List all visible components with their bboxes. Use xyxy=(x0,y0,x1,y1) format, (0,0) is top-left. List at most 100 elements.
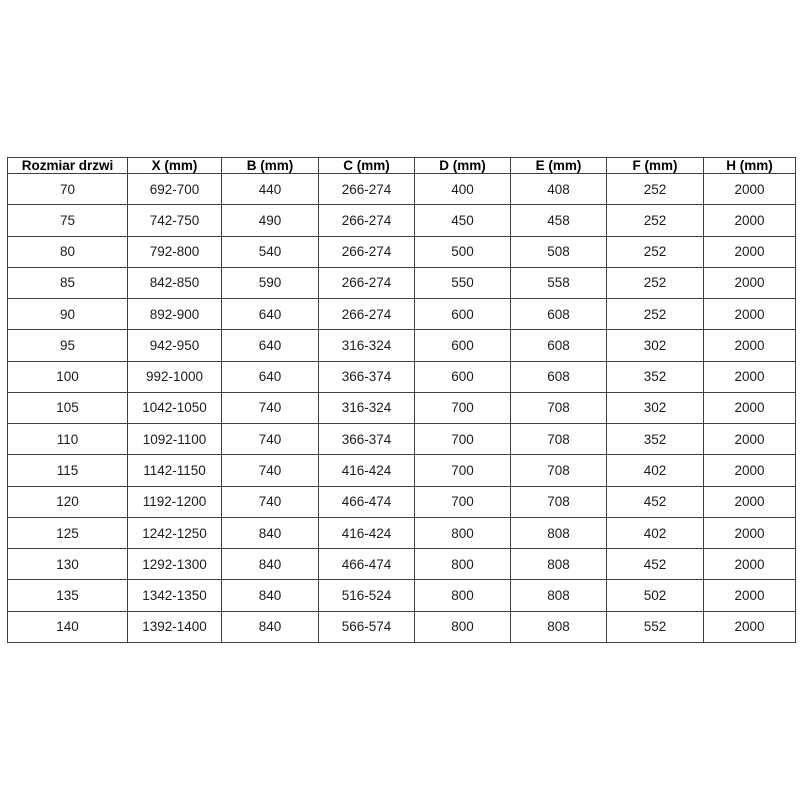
table-cell: 266-274 xyxy=(318,172,415,206)
table-cell: 2000 xyxy=(703,516,796,550)
table-cell: 700 xyxy=(414,485,511,518)
table-cell: 252 xyxy=(606,204,704,237)
table-cell: 2000 xyxy=(703,298,796,331)
table-cell: 135 xyxy=(7,579,128,612)
table-cell: 95 xyxy=(7,329,128,362)
column-header-3: C (mm) xyxy=(318,157,415,174)
table-cell: 2000 xyxy=(703,485,796,518)
column-header-2: B (mm) xyxy=(221,157,319,174)
table-cell: 708 xyxy=(510,454,607,487)
table-cell: 252 xyxy=(606,298,704,331)
table-cell: 452 xyxy=(606,485,704,518)
table-cell: 552 xyxy=(606,610,704,644)
table-cell: 402 xyxy=(606,454,704,487)
table-header: Rozmiar drzwi X (mm) B (mm) C (mm) D (mm) E (… xyxy=(7,157,796,174)
table-row: 100 992-1000 640 366-374 600 608 352 2000 xyxy=(7,360,796,393)
column-header-0: Rozmiar drzwi xyxy=(7,157,128,174)
table-cell: 302 xyxy=(606,329,704,362)
table-cell: 700 xyxy=(414,423,511,456)
column-header-5: E (mm) xyxy=(510,157,607,174)
table-cell: 1142-1150 xyxy=(127,454,222,487)
column-header-1: X (mm) xyxy=(127,157,222,174)
table-row: 70 692-700 440 266-274 400 408 252 2000 xyxy=(7,172,796,206)
table-cell: 1092-1100 xyxy=(127,423,222,456)
table-cell: 352 xyxy=(606,423,704,456)
table-cell: 708 xyxy=(510,423,607,456)
table-cell: 708 xyxy=(510,391,607,425)
table-cell: 366-374 xyxy=(318,423,415,456)
table-cell: 550 xyxy=(414,266,511,300)
table-cell: 540 xyxy=(221,235,319,268)
column-header-6: F (mm) xyxy=(606,157,704,174)
table-body: 70 692-700 440 266-274 400 408 252 2000 75 742-75… xyxy=(7,172,796,644)
table-row: 140 1392-1400 840 566-574 800 808 552 2000 xyxy=(7,610,796,644)
table-row: 120 1192-1200 740 466-474 700 708 452 2000 xyxy=(7,485,796,518)
table-cell: 70 xyxy=(7,172,128,206)
table-cell: 450 xyxy=(414,204,511,237)
table-cell: 840 xyxy=(221,610,319,644)
table-cell: 366-374 xyxy=(318,360,415,393)
table-cell: 840 xyxy=(221,548,319,581)
table-cell: 302 xyxy=(606,391,704,425)
table-cell: 402 xyxy=(606,516,704,550)
table-cell: 100 xyxy=(7,360,128,393)
table-cell: 408 xyxy=(510,172,607,206)
table-row: 95 942-950 640 316-324 600 608 302 2000 xyxy=(7,329,796,362)
table-cell: 740 xyxy=(221,423,319,456)
table-cell: 842-850 xyxy=(127,266,222,300)
table-cell: 2000 xyxy=(703,579,796,612)
table-cell: 490 xyxy=(221,204,319,237)
table-cell: 316-324 xyxy=(318,391,415,425)
table-cell: 1192-1200 xyxy=(127,485,222,518)
table-cell: 2000 xyxy=(703,266,796,300)
table-cell: 466-474 xyxy=(318,548,415,581)
table-cell: 352 xyxy=(606,360,704,393)
table-row: 90 892-900 640 266-274 600 608 252 2000 xyxy=(7,298,796,331)
table-cell: 892-900 xyxy=(127,298,222,331)
table-cell: 840 xyxy=(221,579,319,612)
table-cell: 792-800 xyxy=(127,235,222,268)
table-cell: 1242-1250 xyxy=(127,516,222,550)
table-cell: 2000 xyxy=(703,454,796,487)
table-cell: 400 xyxy=(414,172,511,206)
table-cell: 840 xyxy=(221,516,319,550)
table-row: 130 1292-1300 840 466-474 800 808 452 2000 xyxy=(7,548,796,581)
table-cell: 516-524 xyxy=(318,579,415,612)
table-cell: 85 xyxy=(7,266,128,300)
table-cell: 2000 xyxy=(703,360,796,393)
table-cell: 566-574 xyxy=(318,610,415,644)
table-cell: 266-274 xyxy=(318,298,415,331)
table-cell: 558 xyxy=(510,266,607,300)
table-cell: 800 xyxy=(414,516,511,550)
table-cell: 800 xyxy=(414,610,511,644)
table-cell: 140 xyxy=(7,610,128,644)
table-cell: 740 xyxy=(221,454,319,487)
table-cell: 740 xyxy=(221,391,319,425)
table-cell: 608 xyxy=(510,329,607,362)
table-cell: 416-424 xyxy=(318,454,415,487)
table-cell: 508 xyxy=(510,235,607,268)
table-row: 80 792-800 540 266-274 500 508 252 2000 xyxy=(7,235,796,268)
table-cell: 600 xyxy=(414,360,511,393)
table-cell: 80 xyxy=(7,235,128,268)
table-cell: 692-700 xyxy=(127,172,222,206)
table-cell: 266-274 xyxy=(318,266,415,300)
table-cell: 120 xyxy=(7,485,128,518)
table-cell: 500 xyxy=(414,235,511,268)
table-cell: 2000 xyxy=(703,204,796,237)
table-cell: 458 xyxy=(510,204,607,237)
table-cell: 708 xyxy=(510,485,607,518)
door-size-table: Rozmiar drzwi X (mm) B (mm) C (mm) D (mm) E (… xyxy=(7,157,796,644)
table-cell: 2000 xyxy=(703,329,796,362)
table-cell: 608 xyxy=(510,298,607,331)
table-cell: 2000 xyxy=(703,610,796,644)
table-cell: 700 xyxy=(414,391,511,425)
table-cell: 440 xyxy=(221,172,319,206)
table-cell: 466-474 xyxy=(318,485,415,518)
table-row: 115 1142-1150 740 416-424 700 708 402 2000 xyxy=(7,454,796,487)
table-cell: 640 xyxy=(221,329,319,362)
table-cell: 808 xyxy=(510,516,607,550)
table-cell: 608 xyxy=(510,360,607,393)
column-header-7: H (mm) xyxy=(703,157,796,174)
table-cell: 808 xyxy=(510,610,607,644)
